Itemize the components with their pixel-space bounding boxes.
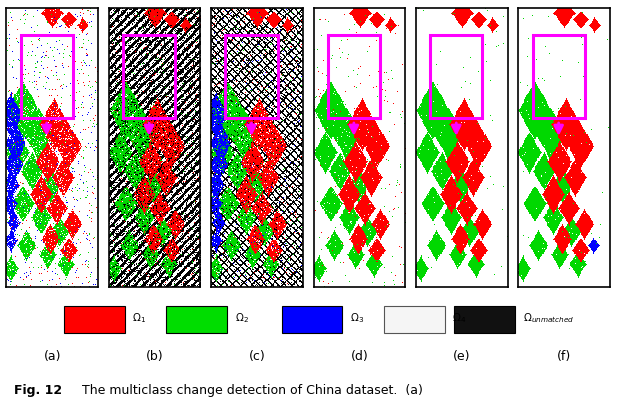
Bar: [328, 35, 380, 118]
Text: (c): (c): [248, 350, 266, 363]
Text: (b): (b): [146, 350, 163, 363]
Bar: [430, 35, 483, 118]
Text: $\Omega_3$: $\Omega_3$: [350, 312, 364, 326]
Bar: [20, 35, 73, 118]
Bar: [123, 35, 175, 118]
Bar: [454, 306, 515, 333]
Text: (a): (a): [44, 350, 61, 363]
Text: Fig. 12: Fig. 12: [14, 384, 62, 397]
Bar: [64, 306, 125, 333]
Bar: [532, 35, 585, 118]
Text: $\Omega_4$: $\Omega_4$: [452, 312, 467, 326]
Text: (d): (d): [351, 350, 368, 363]
Text: $\Omega_{unmatched}$: $\Omega_{unmatched}$: [523, 312, 574, 326]
Bar: [384, 306, 445, 333]
Bar: [225, 35, 278, 118]
Text: $\Omega_2$: $\Omega_2$: [235, 312, 249, 326]
Bar: [282, 306, 342, 333]
Bar: [166, 306, 227, 333]
Text: The multiclass change detection of China dataset.  (a): The multiclass change detection of China…: [74, 384, 422, 397]
Text: $\Omega_1$: $\Omega_1$: [132, 312, 147, 326]
Text: (e): (e): [453, 350, 470, 363]
Text: (f): (f): [557, 350, 572, 363]
